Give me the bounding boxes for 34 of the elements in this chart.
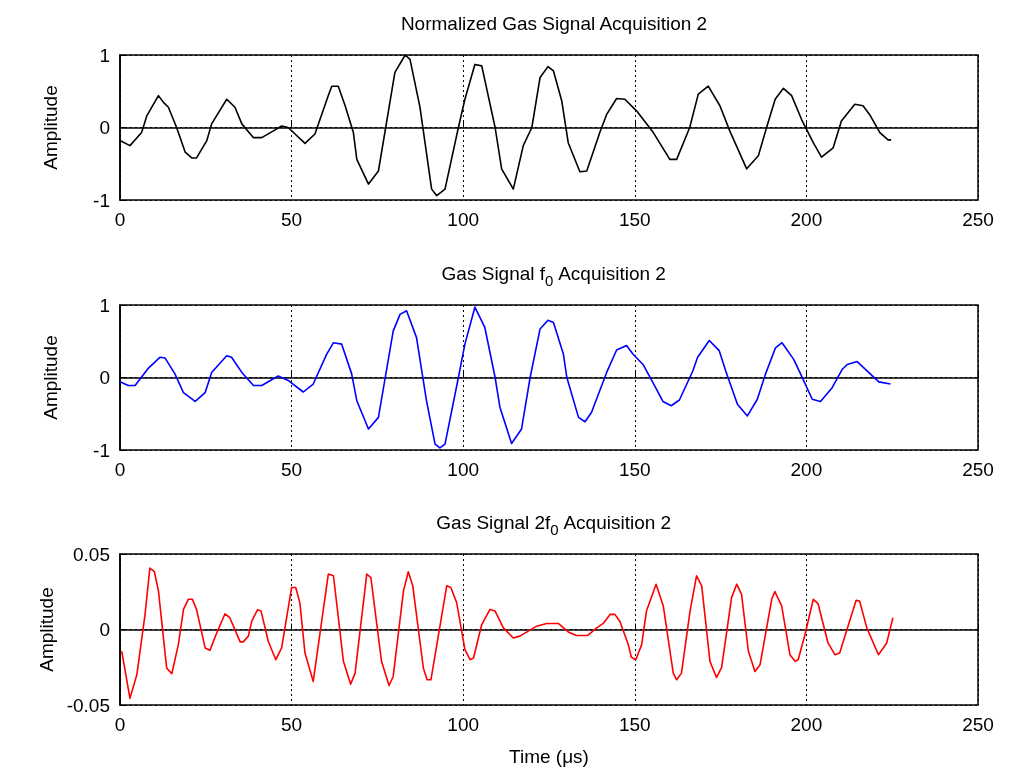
x-tick-label: 0: [114, 714, 126, 735]
y-tick-label: 1: [99, 294, 110, 316]
y-tick-label: -0.05: [66, 694, 110, 716]
y-tick-label: 0.05: [73, 543, 110, 565]
x-tick-label: 150: [618, 209, 651, 230]
y-tick-label: 0: [99, 619, 110, 640]
x-tick-label: 200: [790, 714, 823, 735]
chart-title: Normalized Gas Signal Acquisition 2: [400, 12, 708, 34]
x-tick-label: 100: [447, 459, 480, 480]
line-series: [119, 306, 892, 449]
x-axis-title: Time (μs): [509, 746, 589, 767]
x-tick-label: 150: [618, 714, 651, 735]
y-axis-title: Amplitude: [40, 85, 61, 170]
y-tick-label: 0: [99, 367, 110, 388]
x-tick-label: 50: [281, 459, 303, 480]
x-tick-label: 100: [447, 714, 480, 735]
x-tick-label: 250: [962, 209, 994, 230]
x-tick-label: 0: [114, 209, 126, 230]
y-axis-title: Amplitude: [35, 587, 57, 672]
y-tick-label: 0: [99, 117, 110, 138]
y-tick-label: -1: [93, 189, 110, 211]
x-tick-label: 150: [618, 459, 651, 480]
x-tick-label: 200: [790, 459, 823, 480]
line-series: [120, 567, 894, 700]
x-tick-label: 250: [962, 459, 994, 480]
x-tick-label: 250: [962, 714, 994, 735]
y-tick-label: 1: [99, 44, 110, 66]
x-tick-label: 100: [447, 209, 480, 230]
y-axis-title: Amplitude: [40, 335, 61, 420]
y-tick-label: -1: [93, 439, 110, 461]
x-tick-label: 50: [281, 209, 303, 230]
x-tick-label: 200: [790, 209, 823, 230]
x-tick-label: 50: [281, 714, 303, 735]
x-tick-label: 0: [114, 459, 126, 480]
